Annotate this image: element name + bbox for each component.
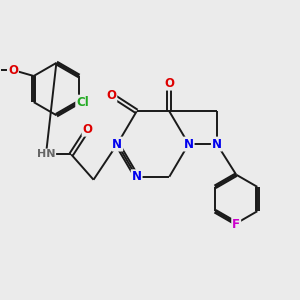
Text: N: N [212, 138, 222, 151]
Text: F: F [232, 218, 240, 231]
Text: O: O [8, 64, 18, 76]
Text: HN: HN [37, 149, 55, 160]
Text: N: N [132, 170, 142, 183]
Text: N: N [184, 138, 194, 151]
Text: Cl: Cl [76, 96, 89, 109]
Text: O: O [164, 76, 174, 90]
Text: O: O [82, 123, 93, 136]
Text: O: O [106, 88, 116, 101]
Text: N: N [112, 138, 122, 151]
